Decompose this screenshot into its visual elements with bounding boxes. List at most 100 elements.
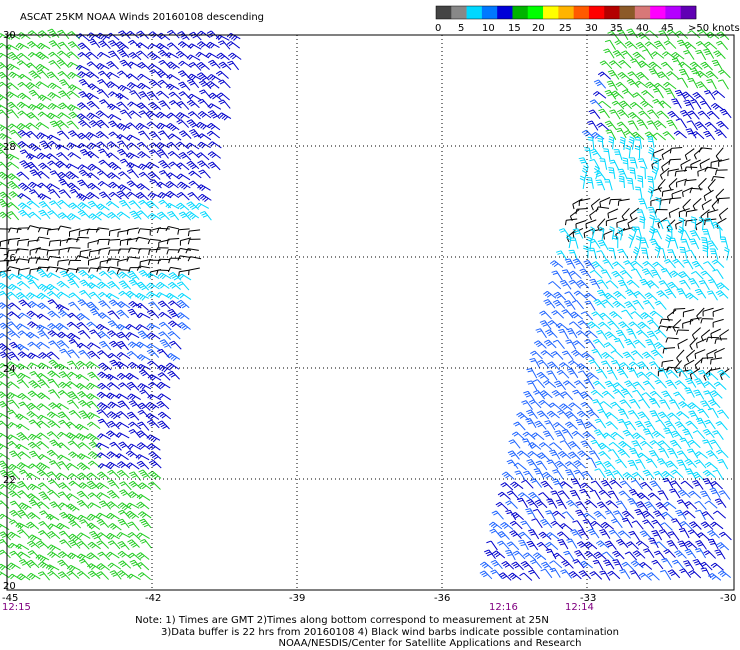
- wind-barb: [105, 71, 120, 79]
- wind-barb: [127, 270, 140, 281]
- wind-barb: [719, 236, 729, 248]
- wind-barb: [666, 309, 677, 322]
- wind-barb: [530, 350, 543, 360]
- wind-barb: [9, 550, 22, 560]
- wind-barb: [6, 434, 21, 441]
- lat-label-30: 30: [3, 30, 16, 41]
- wind-barb: [490, 559, 503, 570]
- wind-barb: [624, 380, 637, 390]
- wind-barb: [592, 91, 607, 99]
- wind-barb: [147, 213, 162, 221]
- wind-barb: [17, 529, 30, 538]
- wind-barb: [137, 330, 151, 340]
- wind-barb: [572, 258, 585, 269]
- wind-barb: [16, 372, 31, 380]
- wind-barb: [47, 210, 61, 219]
- wind-barb: [177, 322, 191, 331]
- wind-barb: [148, 63, 162, 71]
- wind-barb: [55, 160, 69, 169]
- wind-barb: [576, 363, 590, 371]
- wind-barb: [129, 559, 142, 570]
- wind-barb: [677, 77, 689, 88]
- wind-barb: [177, 292, 192, 300]
- wind-barb: [645, 458, 658, 469]
- wind-barb: [564, 421, 578, 430]
- wind-barb: [129, 471, 142, 481]
- wind-barb: [137, 421, 150, 431]
- wind-barb: [589, 269, 603, 279]
- wind-barb: [632, 389, 644, 400]
- wind-barb: [619, 569, 631, 580]
- wind-barb: [590, 389, 604, 399]
- wind-barb: [680, 159, 691, 170]
- wind-barb: [691, 260, 704, 271]
- wind-barb: [604, 380, 617, 391]
- wind-barb: [549, 449, 561, 460]
- wind-barb: [610, 431, 625, 440]
- wind-barb: [198, 169, 211, 179]
- wind-barb: [701, 511, 715, 521]
- wind-barb: [616, 218, 628, 228]
- wind-barb: [534, 420, 547, 430]
- wind-barb: [626, 28, 639, 39]
- wind-barb: [137, 409, 150, 419]
- wind-barb: [653, 510, 666, 520]
- wind-barb: [47, 140, 61, 149]
- wind-barb: [605, 217, 618, 227]
- wind-barb: [684, 548, 697, 559]
- wind-barb: [712, 318, 724, 328]
- wind-barb: [47, 370, 61, 379]
- wind-barb: [118, 382, 132, 391]
- wind-barb: [682, 510, 696, 519]
- wind-barb: [167, 266, 182, 273]
- wind-barb: [136, 210, 150, 219]
- wind-barb: [36, 501, 50, 510]
- wind-barb: [627, 459, 639, 471]
- wind-barb: [166, 122, 180, 132]
- wind-barb: [0, 33, 11, 40]
- wind-barb: [0, 381, 10, 389]
- legend-swatch: [650, 6, 666, 19]
- wind-barb: [97, 79, 110, 89]
- wind-barb: [638, 398, 651, 409]
- wind-barb: [684, 166, 698, 172]
- wind-barb: [683, 99, 695, 110]
- wind-barb: [128, 200, 141, 210]
- wind-barb: [36, 392, 51, 400]
- wind-barb: [128, 480, 142, 490]
- wind-barb: [661, 470, 675, 479]
- wind-barb: [186, 99, 200, 109]
- wind-barb: [169, 340, 182, 350]
- wind-barb: [706, 240, 719, 251]
- wind-barb: [558, 362, 573, 370]
- wind-barb: [599, 197, 611, 207]
- wind-barb: [215, 70, 229, 79]
- wind-barb: [0, 313, 11, 321]
- wind-barb: [166, 42, 180, 51]
- wind-barb: [707, 209, 719, 218]
- wind-barb: [647, 176, 655, 189]
- wind-barb: [125, 502, 140, 509]
- wind-barb: [87, 563, 101, 571]
- wind-barb: [683, 560, 695, 571]
- wind-barb: [713, 50, 726, 60]
- wind-barb: [688, 278, 700, 288]
- wind-barb: [68, 259, 82, 266]
- wind-barb: [65, 381, 80, 389]
- wind-barb: [625, 289, 638, 299]
- wind-barb: [77, 514, 91, 521]
- wind-barb: [710, 562, 724, 571]
- wind-barb: [667, 531, 680, 541]
- wind-barb: [47, 570, 61, 579]
- wind-barb: [711, 175, 725, 182]
- wind-barb: [708, 278, 719, 290]
- wind-barb: [137, 228, 151, 234]
- wind-barb: [691, 327, 701, 340]
- wind-barb: [649, 310, 663, 319]
- wind-barb: [700, 567, 712, 578]
- wind-barb: [555, 499, 567, 510]
- wind-barb: [679, 568, 692, 578]
- wind-barb: [136, 532, 150, 540]
- wind-barb: [96, 452, 110, 460]
- wind-barb: [586, 409, 600, 419]
